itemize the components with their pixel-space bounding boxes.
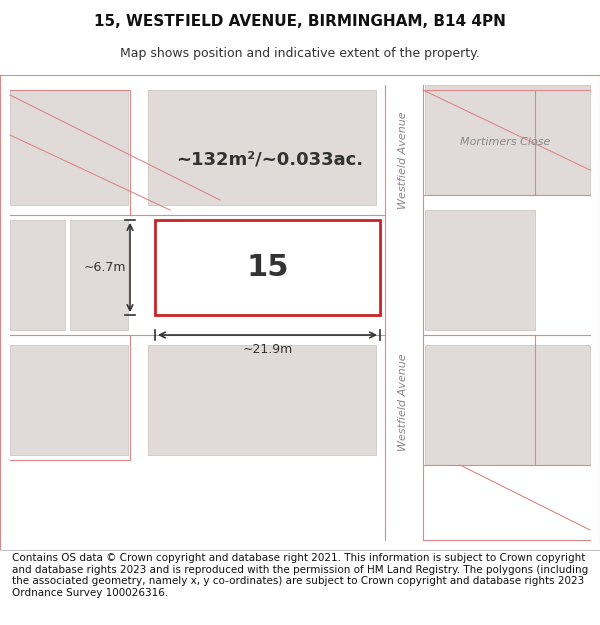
Text: Contains OS data © Crown copyright and database right 2021. This information is : Contains OS data © Crown copyright and d… — [12, 553, 588, 598]
Bar — [10, 90, 128, 205]
Bar — [148, 345, 376, 455]
Text: 15, WESTFIELD AVENUE, BIRMINGHAM, B14 4PN: 15, WESTFIELD AVENUE, BIRMINGHAM, B14 4P… — [94, 14, 506, 29]
Text: Map shows position and indicative extent of the property.: Map shows position and indicative extent… — [120, 48, 480, 61]
Bar — [425, 210, 535, 330]
Bar — [10, 345, 128, 455]
Text: Mortimers Close: Mortimers Close — [460, 137, 550, 147]
Bar — [425, 345, 590, 465]
Text: Westfield Avenue: Westfield Avenue — [398, 111, 408, 209]
Text: ~132m²/~0.033ac.: ~132m²/~0.033ac. — [176, 151, 364, 169]
Bar — [70, 220, 128, 330]
Text: ~6.7m: ~6.7m — [83, 261, 126, 274]
Text: Westfield Avenue: Westfield Avenue — [398, 353, 408, 451]
Text: 15: 15 — [246, 253, 289, 282]
Bar — [148, 90, 376, 205]
Bar — [10, 220, 65, 330]
Bar — [425, 85, 590, 195]
Bar — [155, 220, 380, 315]
Text: ~21.9m: ~21.9m — [242, 343, 293, 356]
